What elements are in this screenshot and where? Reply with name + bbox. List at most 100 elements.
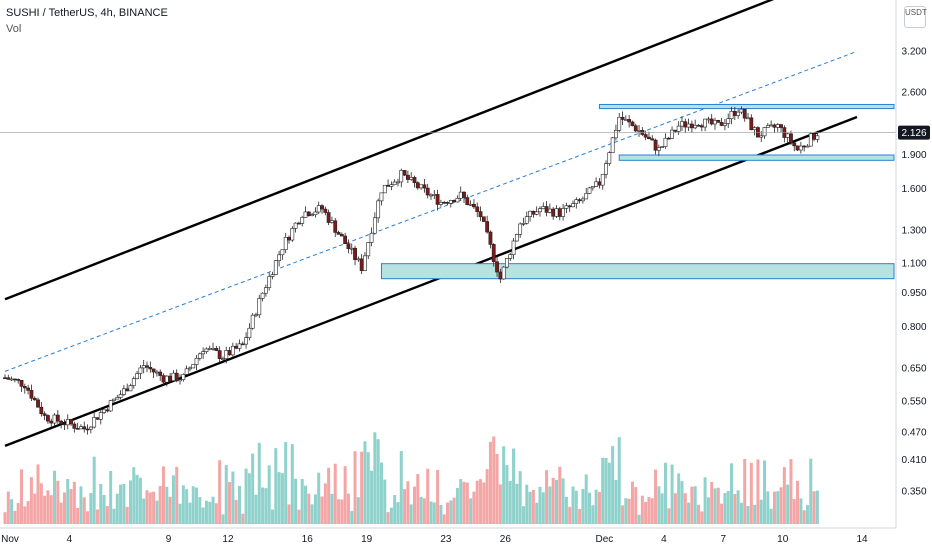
candle [244, 332, 248, 349]
candle [736, 108, 741, 119]
volume-bar [412, 486, 416, 524]
channel-mid-line [4, 50, 858, 372]
candle [524, 211, 529, 225]
volume-bar [769, 508, 773, 524]
volume-bar [657, 486, 661, 524]
candle [277, 250, 281, 267]
volume-bar [327, 467, 331, 524]
volume-bar [72, 481, 76, 524]
candle [184, 365, 189, 375]
candle [389, 181, 394, 191]
candle [528, 210, 532, 222]
time-axis-label: 23 [440, 534, 452, 545]
candle [409, 172, 414, 181]
candle [3, 374, 7, 379]
candle [557, 206, 562, 221]
candle [29, 384, 34, 401]
candle [178, 374, 182, 385]
volume-bar [76, 507, 80, 524]
price-tick-label: 1.100 [901, 259, 926, 270]
volume-bar [452, 497, 456, 524]
volume-bar [20, 469, 24, 524]
volume-bar [812, 491, 816, 524]
candle [617, 112, 622, 132]
annotations [4, 0, 895, 447]
candle [623, 115, 628, 121]
volume-bar [578, 509, 582, 524]
candle [197, 352, 202, 361]
time-axis-label: Nov [1, 534, 19, 545]
candle [145, 361, 149, 373]
volume-bar [786, 484, 790, 524]
candle [310, 212, 315, 217]
candle [72, 421, 77, 433]
volume-bar [304, 485, 308, 524]
currency-badge[interactable]: USDT [904, 6, 927, 28]
volume-bar [307, 493, 311, 524]
time-axis-label: 4 [661, 534, 667, 545]
volume-bar [244, 468, 248, 524]
price-tick-label: 3.200 [901, 46, 926, 57]
candle [478, 206, 483, 222]
volume-bar [495, 453, 499, 524]
volume-bar [370, 470, 374, 524]
support-zone [380, 263, 895, 280]
candle [267, 272, 272, 291]
candle [607, 151, 612, 166]
volume-bar [195, 487, 199, 524]
volume-bar [693, 486, 697, 524]
volume-bar [667, 508, 671, 524]
candle [620, 111, 625, 126]
candle [158, 369, 163, 381]
volume-bar [105, 506, 109, 524]
volume-bar [726, 491, 730, 524]
volume-bar [330, 493, 334, 524]
time-axis-label: 16 [302, 534, 314, 545]
candle [785, 132, 790, 144]
candle [514, 233, 519, 242]
candle [211, 342, 215, 351]
volume-bar [611, 446, 615, 524]
candle [534, 206, 539, 216]
candle [686, 118, 691, 132]
price-tick-label: 0.650 [901, 363, 926, 374]
volume-bar [462, 481, 466, 524]
price-tick-label: 0.470 [901, 428, 926, 439]
candle [666, 136, 671, 140]
candle [280, 249, 285, 260]
volume-bar [617, 437, 621, 524]
candle [270, 271, 275, 280]
volume-bar [670, 464, 674, 524]
candle [95, 417, 100, 420]
candle [643, 130, 648, 141]
volume-bar [766, 491, 770, 524]
candle [346, 239, 351, 254]
candle [382, 184, 387, 194]
volume-bar [152, 491, 156, 524]
volume-bar [204, 500, 208, 524]
volume-bar [310, 504, 314, 524]
candle [789, 130, 793, 146]
svg-text:2.126: 2.126 [901, 128, 926, 139]
candle [415, 181, 420, 190]
volume-bar [376, 439, 380, 524]
candle [191, 364, 196, 369]
candle [79, 424, 83, 430]
volume-bar [809, 458, 813, 524]
candle [594, 177, 599, 188]
volume-bar [802, 510, 806, 524]
candle [92, 412, 97, 429]
volume-bar [406, 481, 410, 524]
time-axis-label: 9 [166, 534, 172, 545]
candle [689, 120, 694, 133]
volume-bar [261, 487, 265, 524]
candle [52, 413, 57, 426]
volume-bar [554, 479, 558, 524]
volume-bar [95, 509, 99, 524]
candle [204, 347, 209, 354]
volume-bar [634, 487, 638, 524]
candle [547, 203, 552, 214]
candle [336, 230, 341, 235]
volume-bar [683, 493, 687, 524]
